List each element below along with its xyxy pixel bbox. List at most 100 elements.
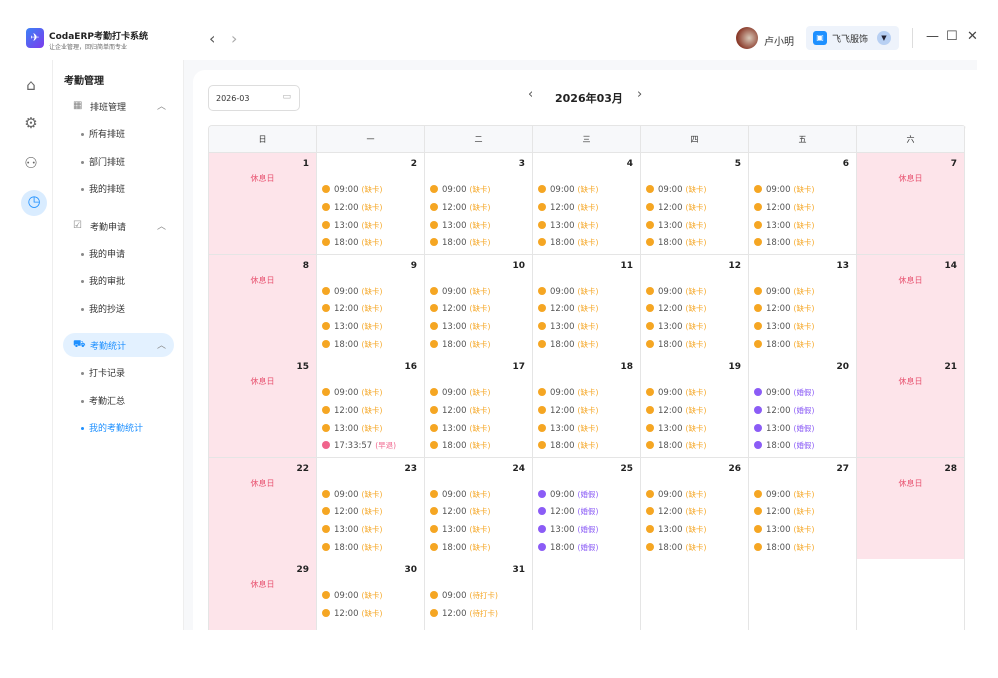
punch-status-text: 缺卡 (364, 525, 380, 535)
chevron-up-icon[interactable]: ︿ (157, 102, 167, 112)
punch-time: 18:00 (550, 238, 575, 249)
day-cell[interactable]: 25 09:00 (婚假) 12:00 (婚假) 13:00 (婚假) 18:00 (婚假) (533, 457, 641, 560)
day-cell[interactable]: 12 09:00 (缺卡) 12:00 (缺卡) 13:00 (缺卡) 18:00 (缺卡) (641, 254, 749, 357)
day-cell[interactable]: 15 休息日 (209, 356, 317, 458)
chevron-up-icon[interactable]: ︿ (157, 341, 167, 351)
punch-status: (婚假) (578, 543, 599, 552)
day-cell[interactable] (857, 559, 965, 630)
sidebar-item[interactable]: 我的申请 (81, 247, 125, 260)
avatar[interactable] (736, 27, 758, 49)
day-cell[interactable]: 11 09:00 (缺卡) 12:00 (缺卡) 13:00 (缺卡) 18:00 (缺卡) (533, 254, 641, 357)
user-name[interactable]: 卢小明 (764, 37, 794, 48)
sidebar-item[interactable]: 我的审批 (81, 274, 125, 287)
punch-entry: 12:00 (缺卡) (646, 405, 706, 416)
sidebar-group-2[interactable]: ☑ 考勤申请 ︿ (63, 214, 174, 238)
day-cell[interactable]: 6 09:00 (缺卡) 12:00 (缺卡) 13:00 (缺卡) 18:00 (缺卡) (749, 153, 857, 255)
paren: ( (685, 423, 689, 433)
sidebar-group-1[interactable]: ▦ 排班管理 ︿ (63, 94, 174, 118)
sidebar-item[interactable]: 我的考勤统计 (81, 421, 143, 434)
day-cell[interactable]: 17 09:00 (缺卡) 12:00 (缺卡) 13:00 (缺卡) 18:00 (缺卡) (425, 356, 533, 458)
paren: ) (703, 322, 707, 332)
status-dot-icon (322, 441, 330, 450)
sidebar-item[interactable]: 我的排班 (81, 182, 125, 195)
punch-time: 17:33:57 (334, 441, 373, 452)
day-cell[interactable]: 24 09:00 (缺卡) 12:00 (缺卡) 13:00 (缺卡) 18:00 (缺卡) (425, 457, 533, 560)
punch-entry: 18:00 (缺卡) (754, 542, 814, 553)
user-list-icon[interactable]: ⚇ (24, 154, 38, 172)
punch-status: (缺卡) (578, 441, 599, 450)
day-cell[interactable]: 31 09:00 (待打卡) 12:00 (待打卡) (425, 559, 533, 630)
close-button[interactable]: ✕ (967, 29, 978, 44)
day-number: 13 (836, 260, 849, 271)
paren: ) (595, 286, 599, 296)
status-dot-icon (538, 405, 546, 414)
day-cell[interactable]: 1 休息日 (209, 153, 317, 255)
paren: ) (487, 507, 491, 517)
day-cell[interactable]: 3 09:00 (缺卡) 12:00 (缺卡) 13:00 (缺卡) 18:00 (缺卡) (425, 153, 533, 255)
day-cell[interactable]: 7 休息日 (857, 153, 965, 255)
back-button[interactable]: ‹ (209, 29, 216, 48)
day-cell[interactable]: 9 09:00 (缺卡) 12:00 (缺卡) 13:00 (缺卡) 18:00 (缺卡) (317, 254, 425, 357)
chevron-down-icon[interactable]: ▼ (877, 31, 891, 45)
sidebar-group-label: 排班管理 (90, 103, 127, 113)
day-cell[interactable]: 4 09:00 (缺卡) 12:00 (缺卡) 13:00 (缺卡) 18:00 (缺卡) (533, 153, 641, 255)
punch-entry: 09:00 (缺卡) (646, 184, 706, 195)
day-cell[interactable] (749, 559, 857, 630)
day-cell[interactable]: 26 09:00 (缺卡) 12:00 (缺卡) 13:00 (缺卡) 18:00 (缺卡) (641, 457, 749, 560)
day-cell[interactable]: 19 09:00 (缺卡) 12:00 (缺卡) 13:00 (缺卡) 18:00 (缺卡) (641, 356, 749, 458)
sidebar-group-3[interactable]: ⛟ 考勤统计 ︿ (63, 333, 174, 357)
sidebar-item[interactable]: 考勤汇总 (81, 394, 125, 407)
day-cell[interactable]: 13 09:00 (缺卡) 12:00 (缺卡) 13:00 (缺卡) 18:00 (缺卡) (749, 254, 857, 357)
day-number: 20 (836, 362, 849, 372)
status-dot-icon (430, 591, 438, 599)
maximize-button[interactable]: ☐ (946, 29, 958, 44)
day-cell[interactable] (641, 559, 749, 630)
punch-status: (缺卡) (794, 490, 815, 499)
punch-status: (缺卡) (794, 304, 815, 313)
punch-status: (缺卡) (686, 525, 707, 534)
day-cell[interactable] (533, 559, 641, 630)
next-month-button[interactable]: › (637, 87, 643, 102)
forward-button[interactable]: › (231, 29, 238, 48)
gear-icon[interactable]: ⚙ (24, 114, 38, 132)
clock-icon[interactable]: ◷ (21, 190, 47, 216)
day-cell[interactable]: 22 休息日 (209, 457, 317, 560)
day-cell[interactable]: 30 09:00 (缺卡) 12:00 (缺卡) (317, 559, 425, 630)
paren: ) (811, 185, 815, 194)
punch-status-text: 缺卡 (364, 608, 380, 618)
day-cell[interactable]: 8 休息日 (209, 254, 317, 357)
day-number: 27 (836, 463, 849, 474)
day-cell[interactable]: 16 09:00 (缺卡) 12:00 (缺卡) 13:00 (缺卡) 17:33:57 (早退… (317, 356, 425, 458)
day-cell[interactable]: 18 09:00 (缺卡) 12:00 (缺卡) 13:00 (缺卡) 18:00 (缺卡) (533, 356, 641, 458)
day-cell[interactable]: 10 09:00 (缺卡) 12:00 (缺卡) 13:00 (缺卡) 18:00 (缺卡) (425, 254, 533, 357)
status-dot-icon (646, 423, 654, 432)
sidebar-item[interactable]: 所有排班 (81, 127, 125, 140)
day-cell[interactable]: 5 09:00 (缺卡) 12:00 (缺卡) 13:00 (缺卡) 18:00 (缺卡) (641, 153, 749, 255)
status-dot-icon (646, 304, 654, 313)
punch-entry: 09:00 (缺卡) (646, 489, 706, 500)
sidebar-item[interactable]: 部门排班 (81, 155, 125, 168)
day-cell[interactable]: 20 09:00 (婚假) 12:00 (婚假) 13:00 (婚假) 18:00 (婚假) (749, 356, 857, 458)
month-picker[interactable]: 2026-03 ▭ (208, 85, 300, 111)
day-cell[interactable]: 28 休息日 (857, 457, 965, 560)
org-switcher[interactable]: ▣ 飞飞服饰 ▼ (806, 26, 899, 50)
day-cell[interactable]: 2 09:00 (缺卡) 12:00 (缺卡) 13:00 (缺卡) 18:00 (缺卡) (317, 153, 425, 255)
day-cell[interactable]: 27 09:00 (缺卡) 12:00 (缺卡) 13:00 (缺卡) 18:00 (缺卡) (749, 457, 857, 560)
day-cell[interactable]: 21 休息日 (857, 356, 965, 458)
chevron-up-icon[interactable]: ︿ (157, 221, 167, 232)
prev-month-button[interactable]: ‹ (528, 87, 534, 102)
punch-time: 09:00 (766, 286, 791, 297)
punch-status: (缺卡) (794, 507, 815, 516)
sidebar-item[interactable]: 我的抄送 (81, 302, 125, 315)
punch-time: 12:00 (442, 405, 467, 416)
day-cell[interactable]: 14 休息日 (857, 254, 965, 357)
paren: ) (703, 304, 707, 314)
home-icon[interactable]: ⌂ (26, 76, 36, 94)
paren: ( (469, 423, 473, 433)
sidebar-item[interactable]: 打卡记录 (81, 366, 125, 379)
punch-status: (缺卡) (470, 203, 491, 212)
day-cell[interactable]: 23 09:00 (缺卡) 12:00 (缺卡) 13:00 (缺卡) 18:00 (缺卡) (317, 457, 425, 560)
punch-entry: 18:00 (缺卡) (646, 339, 706, 350)
day-cell[interactable]: 29 休息日 (209, 559, 317, 630)
minimize-button[interactable]: — (926, 29, 939, 44)
